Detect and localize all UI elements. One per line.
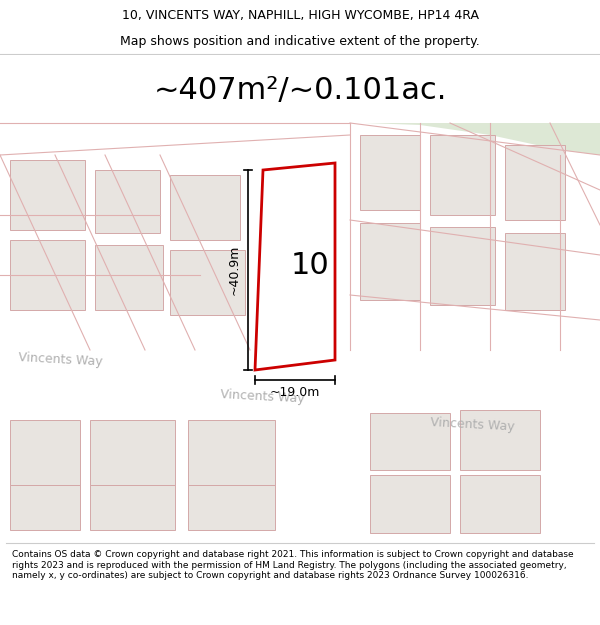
Polygon shape	[0, 350, 600, 410]
Text: 10: 10	[290, 251, 329, 279]
Polygon shape	[10, 240, 85, 310]
Polygon shape	[505, 233, 565, 310]
Text: Vincents Way: Vincents Way	[430, 416, 515, 434]
Polygon shape	[430, 227, 495, 305]
Polygon shape	[95, 170, 160, 233]
Polygon shape	[430, 135, 495, 215]
Text: Vincents Way: Vincents Way	[18, 351, 103, 369]
Polygon shape	[360, 135, 420, 210]
Polygon shape	[10, 160, 85, 230]
Text: ~40.9m: ~40.9m	[227, 245, 241, 295]
Polygon shape	[170, 250, 245, 315]
Polygon shape	[255, 163, 335, 370]
Polygon shape	[360, 223, 420, 300]
Text: Map shows position and indicative extent of the property.: Map shows position and indicative extent…	[120, 35, 480, 48]
Text: ~19.0m: ~19.0m	[270, 386, 320, 399]
Text: Contains OS data © Crown copyright and database right 2021. This information is : Contains OS data © Crown copyright and d…	[12, 550, 574, 580]
Polygon shape	[365, 123, 600, 155]
Text: ~407m²/~0.101ac.: ~407m²/~0.101ac.	[154, 76, 446, 105]
Text: Vincents Way: Vincents Way	[220, 388, 305, 406]
Polygon shape	[188, 420, 275, 485]
Polygon shape	[10, 485, 80, 530]
Polygon shape	[188, 485, 275, 530]
Polygon shape	[95, 245, 163, 310]
Polygon shape	[505, 145, 565, 220]
Polygon shape	[10, 420, 80, 485]
Polygon shape	[460, 475, 540, 533]
Polygon shape	[370, 413, 450, 470]
Polygon shape	[460, 410, 540, 470]
Polygon shape	[370, 475, 450, 533]
Polygon shape	[90, 420, 175, 485]
Polygon shape	[0, 430, 600, 475]
Text: 10, VINCENTS WAY, NAPHILL, HIGH WYCOMBE, HP14 4RA: 10, VINCENTS WAY, NAPHILL, HIGH WYCOMBE,…	[121, 9, 479, 22]
Polygon shape	[90, 485, 175, 530]
Polygon shape	[170, 175, 240, 240]
